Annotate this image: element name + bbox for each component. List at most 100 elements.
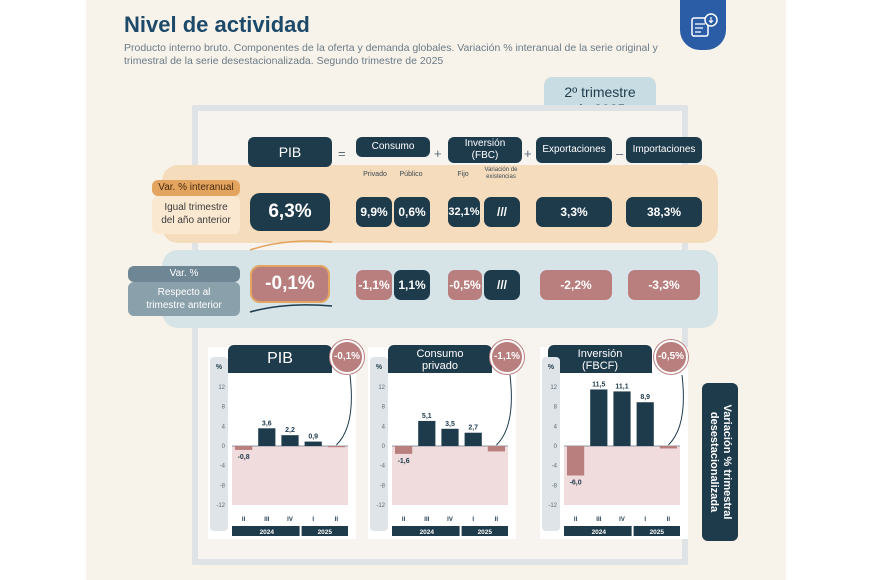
interannual-tag: Var. % interanual [152, 180, 240, 196]
inversion-header: Inversión (FBC) [448, 137, 522, 163]
y-tick-label: -12 [216, 503, 225, 509]
chart-title-pib: PIB [228, 345, 332, 373]
data-label: 11,5 [592, 381, 605, 388]
data-label: 3,5 [445, 421, 455, 428]
year-label: 2025 [650, 529, 665, 536]
y-tick-label: 12 [218, 385, 225, 391]
bar [590, 389, 608, 446]
y-axis-strip [542, 357, 560, 531]
negative-zone [392, 446, 508, 505]
bar [567, 446, 585, 476]
bar [327, 446, 345, 448]
y-tick-label: 4 [382, 424, 386, 430]
y-tick-label: 0 [382, 444, 386, 450]
side-label-text: Variación % trimestral desestacionalizad… [708, 404, 733, 520]
publico-label: Público [399, 171, 423, 178]
privado-label: Privado [363, 171, 387, 178]
existencias-interannual-value: /// [484, 197, 520, 227]
bar [304, 441, 322, 446]
pib-header: PIB [248, 137, 332, 167]
chart-title-consumo: Consumo privado [388, 345, 492, 373]
exportaciones-interannual-value: 3,3% [536, 197, 612, 227]
consumo-header: Consumo [356, 137, 430, 157]
y-tick-label: 8 [554, 405, 558, 411]
seasonal-desc: Respecto al trimestre anterior [128, 282, 240, 316]
y-tick-label: -4 [380, 464, 386, 470]
data-label: 5,1 [422, 413, 432, 420]
y-tick-label: 8 [382, 405, 386, 411]
existencias-seasonal-value: /// [484, 270, 520, 300]
y-axis-strip [210, 357, 228, 531]
plus-sign-1: + [434, 146, 442, 161]
minus-sign: – [616, 146, 624, 161]
y-tick-label: 12 [378, 385, 385, 391]
pib-interannual-value: 6,3% [250, 193, 330, 231]
y-tick-label: 4 [222, 424, 226, 430]
year-label: 2024 [420, 529, 435, 536]
bar [464, 432, 482, 446]
data-label: 11,1 [615, 383, 628, 390]
x-tick-label: III [596, 517, 601, 523]
fijo-interannual-value: 32,1% [448, 197, 480, 227]
privado-seasonal-value: -1,1% [356, 270, 392, 300]
y-tick-label: -4 [220, 464, 226, 470]
data-label: 2,7 [468, 425, 478, 432]
year-band [301, 526, 348, 536]
bar [613, 391, 631, 446]
x-tick-label: IV [619, 517, 625, 523]
y-tick-label: -12 [548, 503, 557, 509]
data-label: -0,8 [238, 454, 250, 461]
data-label: 8,9 [640, 394, 650, 401]
badge-connector [336, 374, 352, 446]
negative-zone [232, 446, 348, 505]
badge-connector [668, 374, 684, 446]
x-tick-label: III [264, 517, 269, 523]
year-label: 2025 [478, 529, 493, 536]
bar [258, 428, 276, 446]
y-unit-label: % [376, 364, 383, 371]
fijo-seasonal-value: -0,5% [448, 270, 482, 300]
y-tick-label: 4 [554, 424, 558, 430]
data-label: -6,0 [570, 480, 582, 487]
importaciones-seasonal-value: -3,3% [628, 270, 700, 300]
privado-interannual-value: 9,9% [356, 197, 392, 227]
side-label: Variación % trimestral desestacionalizad… [702, 383, 738, 541]
y-tick-label: 0 [554, 444, 558, 450]
y-tick-label: -8 [220, 483, 226, 489]
y-tick-label: 0 [222, 444, 226, 450]
x-tick-label: I [472, 517, 474, 523]
x-tick-label: IV [447, 517, 453, 523]
y-tick-label: -12 [376, 503, 385, 509]
bar [441, 428, 459, 446]
bar [636, 402, 654, 446]
year-band [633, 526, 680, 536]
x-tick-label: II [402, 517, 406, 523]
year-label: 2024 [260, 529, 275, 536]
bar [418, 420, 436, 446]
year-label: 2024 [592, 529, 607, 536]
importaciones-interannual-value: 38,3% [626, 197, 702, 227]
y-tick-label: -8 [380, 483, 386, 489]
existencias-label: Variación de existencias [484, 167, 518, 180]
exportaciones-header: Exportaciones [536, 137, 612, 163]
seasonal-tag: Var. % desestacionalizada [128, 266, 240, 295]
year-band [392, 526, 460, 536]
bar [659, 446, 677, 449]
equals-sign: = [338, 146, 346, 161]
pib-seasonal-value: -0,1% [250, 265, 330, 303]
page-subtitle: Producto interno bruto. Componentes de l… [124, 42, 658, 67]
interannual-desc: Igual trimestre del año anterior [152, 196, 240, 234]
data-label: -1,6 [398, 458, 410, 465]
year-band [461, 526, 508, 536]
document-download-icon[interactable] [680, 0, 726, 50]
y-tick-label: -4 [552, 464, 558, 470]
bar [487, 446, 505, 452]
badge-pib: -0,1% [330, 340, 364, 374]
page-title: Nivel de actividad [124, 12, 310, 37]
y-axis-strip [370, 357, 388, 531]
importaciones-header: Importaciones [626, 137, 702, 163]
x-tick-label: II [667, 517, 671, 523]
badge-inversion: -0,5% [654, 340, 688, 374]
